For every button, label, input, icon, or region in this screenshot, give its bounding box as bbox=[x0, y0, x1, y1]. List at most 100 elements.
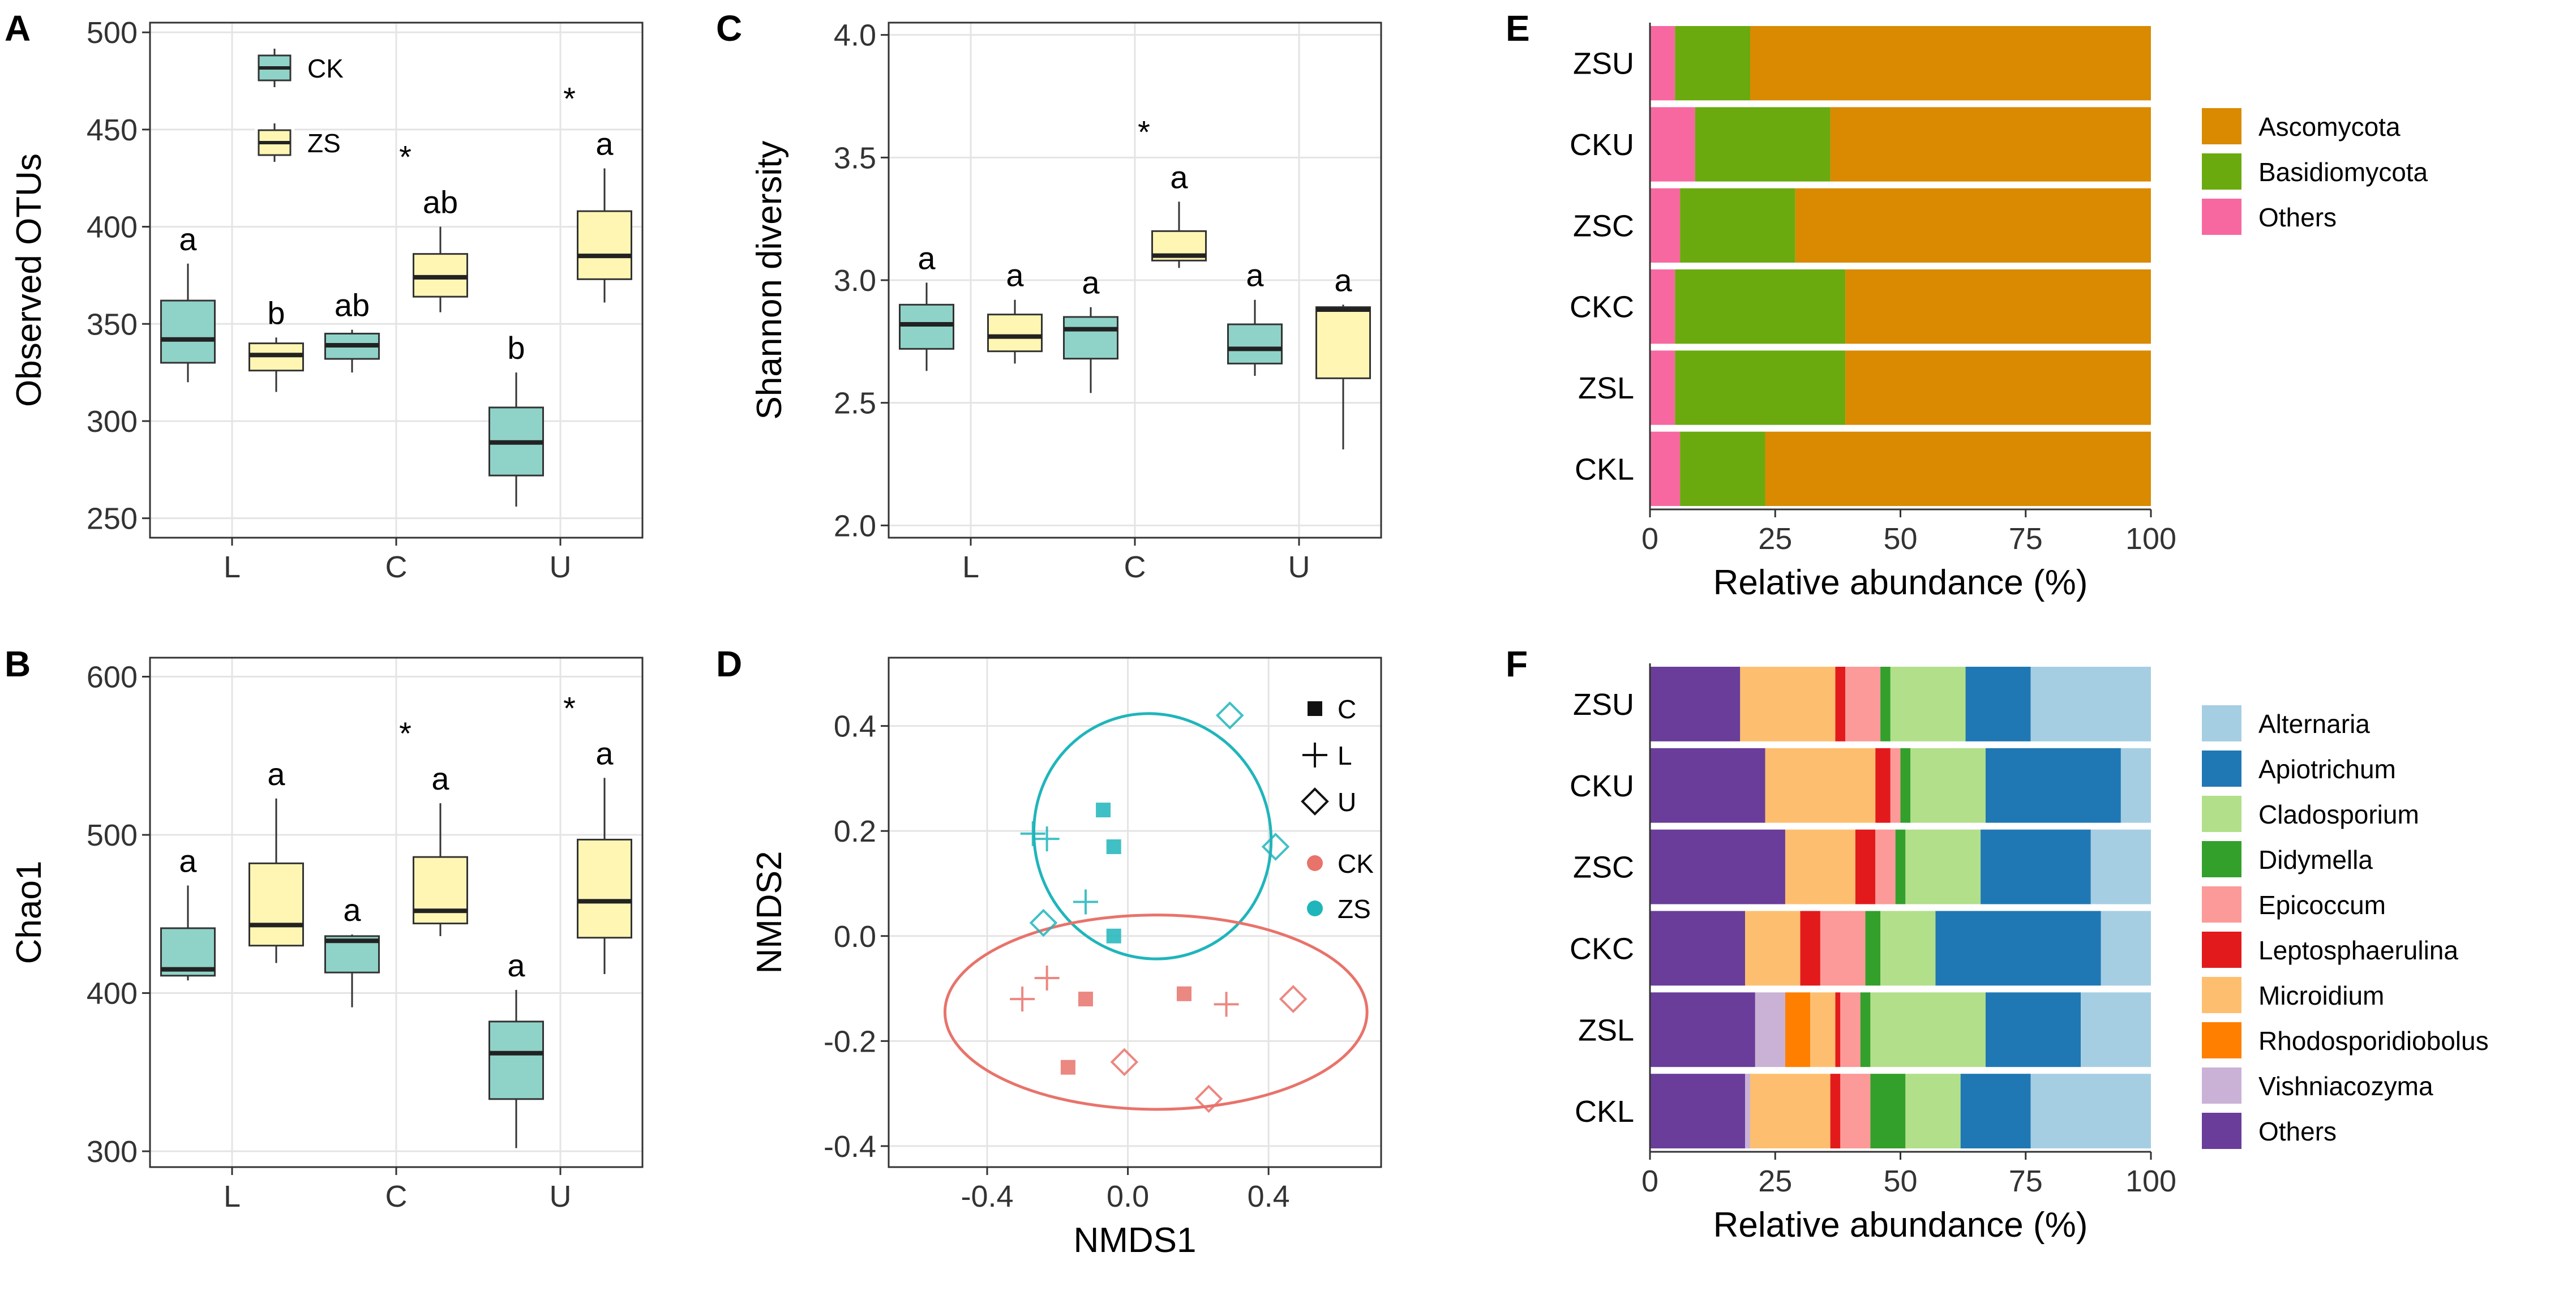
bar-segment-Leptosphaerulina-ZSU bbox=[1835, 667, 1846, 741]
bar-segment-Epicoccum-CKU bbox=[1890, 748, 1901, 823]
y-axis-label: Observed OTUs bbox=[10, 153, 49, 407]
box-ZS-C bbox=[413, 856, 468, 925]
bar-segment-Cladosporium-CKC bbox=[1880, 911, 1936, 986]
bar-segment-Cladosporium-CKL bbox=[1905, 1074, 1961, 1148]
significance-letter: a bbox=[507, 947, 525, 983]
panel-E: ZSU CKU ZSC CKC ZSL CKL 0 25 50 75 100 Relative abu… bbox=[1570, 23, 2428, 602]
x-tick-label: C bbox=[385, 1180, 408, 1213]
x-tick-label: 25 bbox=[1758, 1164, 1792, 1198]
bar-segment-Apiotrichum-CKC bbox=[1935, 911, 2101, 986]
y-tick-label: 2.0 bbox=[834, 509, 876, 543]
y-tick-label: -0.4 bbox=[824, 1130, 876, 1164]
significance-letter: a bbox=[1170, 159, 1188, 195]
panel-label-A: A bbox=[5, 8, 31, 49]
y-tick-label: CKL bbox=[1575, 1095, 1634, 1129]
x-tick-label: C bbox=[1124, 550, 1146, 584]
y-tick-label: 600 bbox=[87, 661, 138, 694]
legend-key-Apiotrichum bbox=[2202, 751, 2241, 787]
bar-segment-Microidium-CKL bbox=[1750, 1074, 1831, 1148]
y-tick-label: ZSU bbox=[1573, 688, 1634, 722]
box-ZS-U bbox=[577, 838, 632, 939]
bar-segment-Alternaria-CKU bbox=[2120, 748, 2151, 823]
y-tick-label: 300 bbox=[87, 405, 138, 439]
bar-segment-Basidiomycota-ZSU bbox=[1675, 26, 1750, 101]
confidence-ellipse-ZS bbox=[1032, 712, 1273, 960]
box-CK-U bbox=[488, 1020, 544, 1100]
x-tick-label: 0 bbox=[1641, 522, 1658, 556]
x-tick-label: U bbox=[1288, 550, 1310, 584]
x-tick-label: 100 bbox=[2125, 1164, 2176, 1198]
legend-label: CK bbox=[307, 54, 344, 83]
legend-key-Others bbox=[2202, 199, 2241, 235]
legend-label: Epicoccum bbox=[2258, 890, 2386, 920]
x-tick-label: 0 bbox=[1641, 1164, 1658, 1198]
point-CK-U bbox=[1110, 1048, 1139, 1077]
y-tick-label: CKC bbox=[1570, 932, 1634, 966]
panel-label-E: E bbox=[1506, 8, 1530, 49]
legend-label: Ascomycota bbox=[2258, 112, 2401, 141]
legend-label: Didymella bbox=[2258, 845, 2373, 874]
box-CK-U bbox=[1227, 323, 1283, 365]
y-tick-label: 0.0 bbox=[834, 920, 876, 954]
panel-A: 250 300 350 400 450 500 L C U Observed OTUs a ab b b a… bbox=[10, 16, 644, 584]
legend-shape-label: U bbox=[1338, 787, 1356, 817]
bar-segment-Cladosporium-ZSL bbox=[1870, 992, 1986, 1067]
bar-segment-Didymella-CKU bbox=[1900, 748, 1911, 823]
bar-segment-Others-CKC bbox=[1650, 911, 1746, 986]
x-tick-label: L bbox=[962, 550, 979, 584]
significance-letter: b bbox=[507, 330, 525, 366]
legend-key-Rhodosporidiobolus bbox=[2202, 1022, 2241, 1058]
x-tick-label: 75 bbox=[2009, 1164, 2043, 1198]
legend-color-label: ZS bbox=[1338, 894, 1371, 924]
legend-label: Others bbox=[2258, 1117, 2337, 1146]
legend-shape-key bbox=[1308, 701, 1322, 716]
bar-segment-Apiotrichum-CKL bbox=[1960, 1074, 2031, 1148]
legend-color-key bbox=[1307, 901, 1323, 916]
bar-segment-Ascomycota-CKC bbox=[1845, 269, 2151, 344]
y-tick-label: 0.4 bbox=[834, 710, 876, 744]
legend-key-Others bbox=[2202, 1113, 2241, 1149]
panel-B: 300 400 500 600 L C U Chao1 a a a a a * a * bbox=[10, 657, 644, 1213]
significance-letter: a bbox=[343, 892, 361, 928]
legend-label: Apiotrichum bbox=[2258, 754, 2396, 784]
bar-segment-Cladosporium-ZSC bbox=[1905, 829, 1981, 904]
bar-segment-Epicoccum-ZSU bbox=[1845, 667, 1881, 741]
significance-letter: a bbox=[179, 221, 197, 257]
legend-key-Didymella bbox=[2202, 841, 2241, 877]
legend-label: Cladosporium bbox=[2258, 800, 2419, 829]
bar-segment-Ascomycota-CKU bbox=[1830, 107, 2151, 182]
bar-segment-Ascomycota-ZSC bbox=[1795, 188, 2151, 263]
bar-segment-Microidium-ZSL bbox=[1810, 992, 1836, 1067]
legend-shape-label: L bbox=[1338, 741, 1352, 770]
bar-segment-Vishniacozyma-CKL bbox=[1745, 1074, 1750, 1148]
bar-segment-Others-ZSL bbox=[1650, 350, 1675, 425]
y-axis-label: Chao1 bbox=[10, 861, 49, 964]
bar-segment-Vishniacozyma-ZSL bbox=[1755, 992, 1785, 1067]
bar-segment-Apiotrichum-ZSU bbox=[1965, 667, 2031, 741]
bar-segment-Others-CKL bbox=[1650, 431, 1681, 506]
significance-letter: ab bbox=[423, 185, 458, 220]
x-axis-label: Relative abundance (%) bbox=[1713, 563, 2088, 602]
x-axis-label: Relative abundance (%) bbox=[1713, 1206, 2088, 1245]
point-ZS-L bbox=[1034, 826, 1060, 852]
bar-segment-Basidiomycota-CKC bbox=[1675, 269, 1846, 344]
bar-segment-Cladosporium-CKU bbox=[1910, 748, 1986, 823]
bar-segment-Others-CKU bbox=[1650, 748, 1765, 823]
x-tick-label: 50 bbox=[1883, 522, 1917, 556]
bar-segment-Leptosphaerulina-ZSC bbox=[1855, 829, 1876, 904]
significance-letter: b bbox=[267, 295, 285, 331]
y-tick-label: ZSC bbox=[1573, 851, 1634, 885]
y-tick-label: 500 bbox=[87, 818, 138, 852]
y-tick-label: CKC bbox=[1570, 290, 1634, 324]
bar-segment-Leptosphaerulina-ZSL bbox=[1835, 992, 1841, 1067]
bar-segment-Didymella-CKC bbox=[1865, 911, 1881, 986]
significance-star: * bbox=[563, 690, 576, 726]
x-tick-label: -0.4 bbox=[961, 1180, 1013, 1213]
legend-label: Vishniacozyma bbox=[2258, 1071, 2433, 1101]
y-tick-label: CKL bbox=[1575, 452, 1634, 486]
legend-shape-key bbox=[1301, 787, 1329, 816]
box-ZS-L bbox=[248, 862, 304, 947]
legend-color-label: CK bbox=[1338, 849, 1374, 878]
significance-letter: a bbox=[1246, 258, 1264, 293]
legend-label: Others bbox=[2258, 203, 2337, 232]
